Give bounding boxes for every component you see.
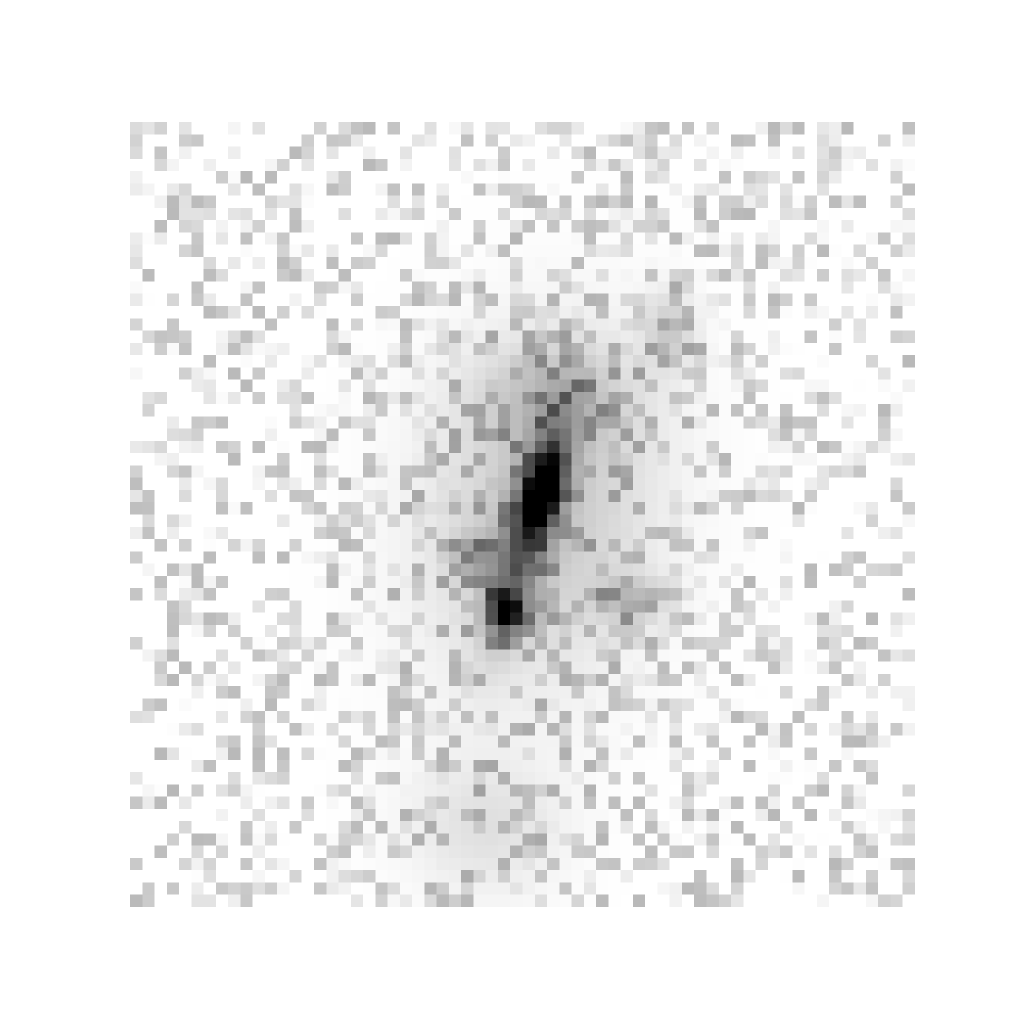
- galaxy-image: [130, 122, 915, 907]
